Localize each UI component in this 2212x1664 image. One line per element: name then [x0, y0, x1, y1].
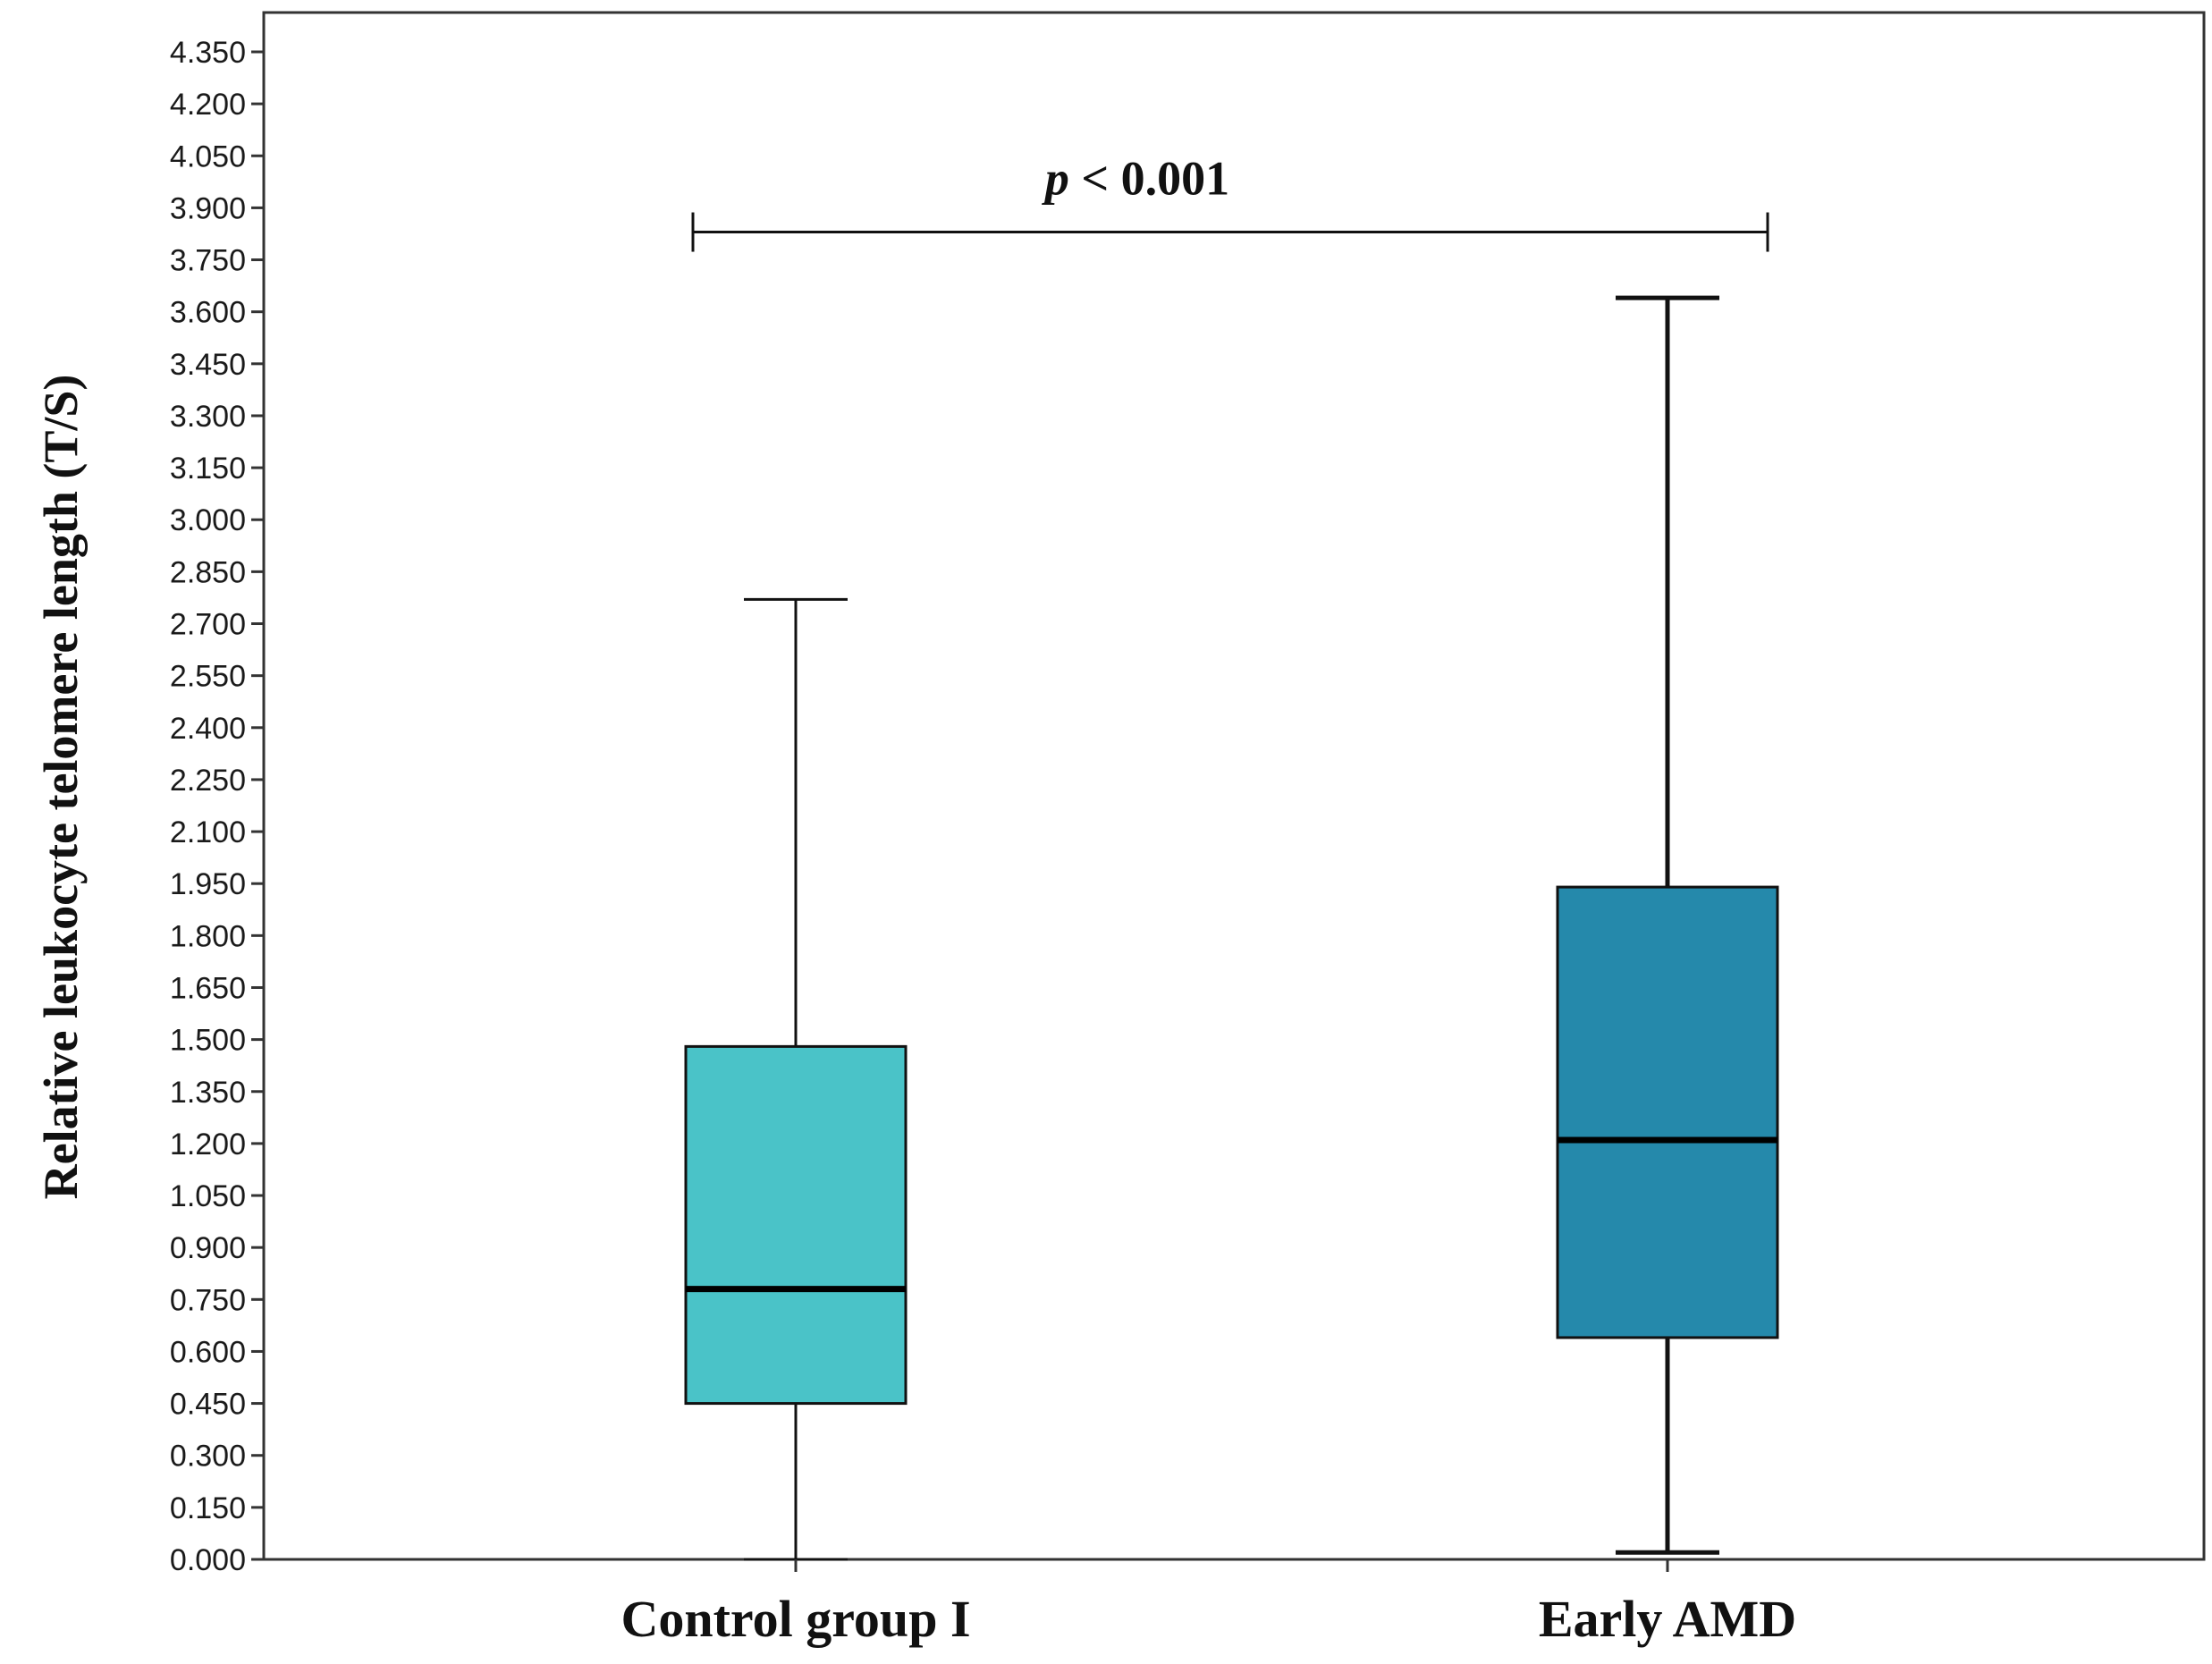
y-axis-title: Relative leukocyte telomere length (T/S) — [34, 375, 88, 1200]
y-tick-label: 4.350 — [170, 36, 246, 70]
y-tick-label: 1.950 — [170, 867, 246, 901]
y-tick-label: 3.750 — [170, 244, 246, 278]
y-tick-label: 1.650 — [170, 971, 246, 1005]
y-tick-label: 4.200 — [170, 88, 246, 122]
y-tick-label: 3.150 — [170, 452, 246, 486]
y-tick-label: 2.850 — [170, 555, 246, 589]
y-tick-label: 1.350 — [170, 1076, 246, 1110]
iqr-box — [1556, 885, 1779, 1339]
y-tick-label: 1.200 — [170, 1128, 246, 1161]
p-value-label: p < 0.001 — [1042, 152, 1229, 206]
significance-annotation: p < 0.001 — [691, 152, 1769, 252]
y-tick-label: 2.100 — [170, 815, 246, 849]
y-tick-label: 3.300 — [170, 400, 246, 434]
y-tick-label: 0.600 — [170, 1335, 246, 1369]
x-axis-labels: Control group I Early AMD — [621, 1559, 1796, 1648]
y-tick-label: 0.300 — [170, 1440, 246, 1474]
y-tick-label: 0.450 — [170, 1388, 246, 1422]
y-tick-label: 3.000 — [170, 503, 246, 537]
y-tick-label: 1.800 — [170, 919, 246, 953]
y-tick-label: 0.750 — [170, 1283, 246, 1317]
y-tick-label: 3.600 — [170, 296, 246, 330]
y-tick-label: 2.400 — [170, 712, 246, 746]
plot-frame — [262, 11, 2206, 1561]
y-tick-label: 0.150 — [170, 1491, 246, 1525]
x-category-label: Control group I — [621, 1590, 970, 1648]
y-tick-label: 3.450 — [170, 348, 246, 382]
y-tick-label: 4.050 — [170, 139, 246, 173]
y-tick-label: 1.050 — [170, 1179, 246, 1213]
y-tick-label: 1.500 — [170, 1024, 246, 1058]
y-tick-label: 2.550 — [170, 660, 246, 694]
y-tick-label: 3.900 — [170, 191, 246, 225]
p-symbol: p — [1042, 152, 1069, 206]
x-category-label: Early AMD — [1539, 1590, 1796, 1648]
y-tick-label: 2.700 — [170, 608, 246, 642]
iqr-box — [684, 1044, 908, 1406]
p-value-text: < 0.001 — [1069, 152, 1229, 206]
y-tick-label: 0.900 — [170, 1231, 246, 1265]
y-axis: 0.000 0.150 0.300 0.450 0.600 0.750 0.900 1.050… — [170, 36, 264, 1577]
boxes-layer — [684, 295, 1779, 1561]
y-tick-label: 2.250 — [170, 764, 246, 798]
box-control-group-i — [684, 597, 908, 1561]
y-tick-label: 0.000 — [170, 1543, 246, 1577]
box-early-amd — [1556, 295, 1779, 1555]
